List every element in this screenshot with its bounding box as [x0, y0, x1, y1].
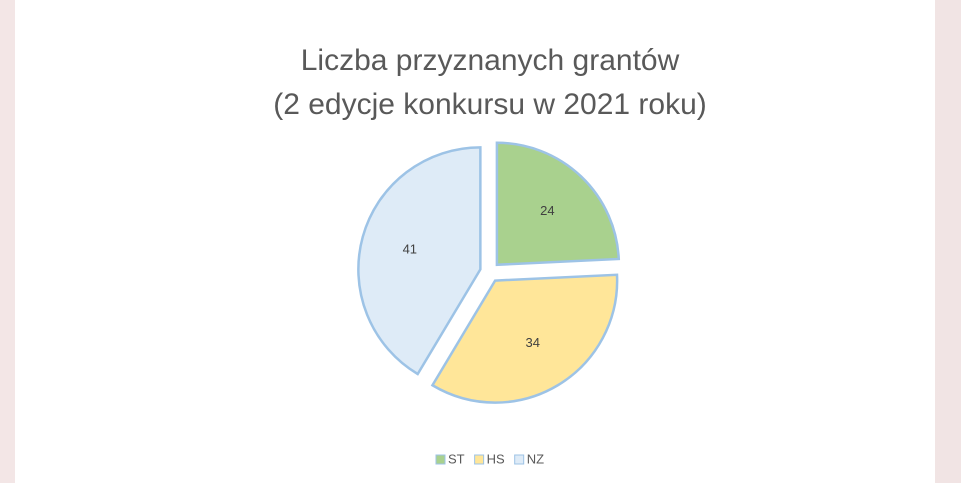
data-label: 41 — [403, 241, 417, 256]
data-label: 24 — [540, 203, 554, 218]
legend-label: NZ — [527, 451, 544, 466]
data-label: 34 — [526, 335, 540, 350]
chart-title: Liczba przyznanych grantów — [301, 44, 680, 77]
pie-slice — [357, 146, 482, 376]
legend-swatch — [435, 454, 446, 465]
legend-swatch — [514, 454, 525, 465]
pie-slice — [430, 273, 619, 404]
chart-subtitle: (2 edycje konkursu w 2021 roku) — [273, 88, 707, 121]
legend-label: HS — [487, 451, 505, 466]
legend-swatch — [474, 454, 485, 465]
legend-label: ST — [448, 451, 465, 466]
pie-slice — [495, 141, 621, 267]
